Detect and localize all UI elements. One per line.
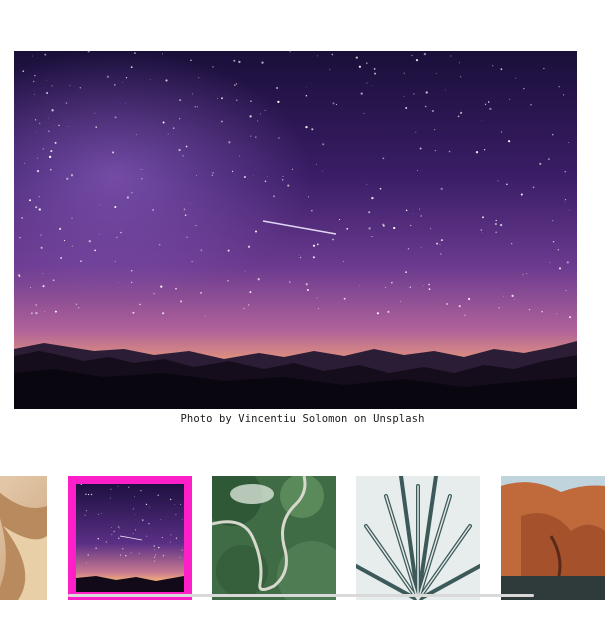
thumbnail-scrollbar[interactable] — [68, 594, 534, 597]
thumbnail-winding-road[interactable] — [212, 476, 336, 600]
main-photo-viewer — [14, 51, 577, 409]
night-sky-milky-way-photo — [14, 51, 577, 409]
thumbnail-night-sky[interactable] — [68, 476, 192, 600]
night-sky-milky-way-photo — [76, 484, 184, 592]
photo-caption: Photo by Vincentiu Solomon on Unsplash — [180, 413, 425, 425]
thumbnail-desert-dunes[interactable] — [0, 476, 47, 600]
thumbnail-frosted-plant[interactable] — [356, 476, 480, 600]
thumbnail-strip[interactable] — [0, 476, 605, 600]
winding-mountain-road-photo — [212, 476, 336, 600]
thumbnail-red-rocks[interactable] — [501, 476, 605, 600]
red-rock-canyon-photo — [501, 476, 605, 600]
frosted-plant-photo — [356, 476, 480, 600]
desert-dunes-photo — [0, 476, 47, 600]
